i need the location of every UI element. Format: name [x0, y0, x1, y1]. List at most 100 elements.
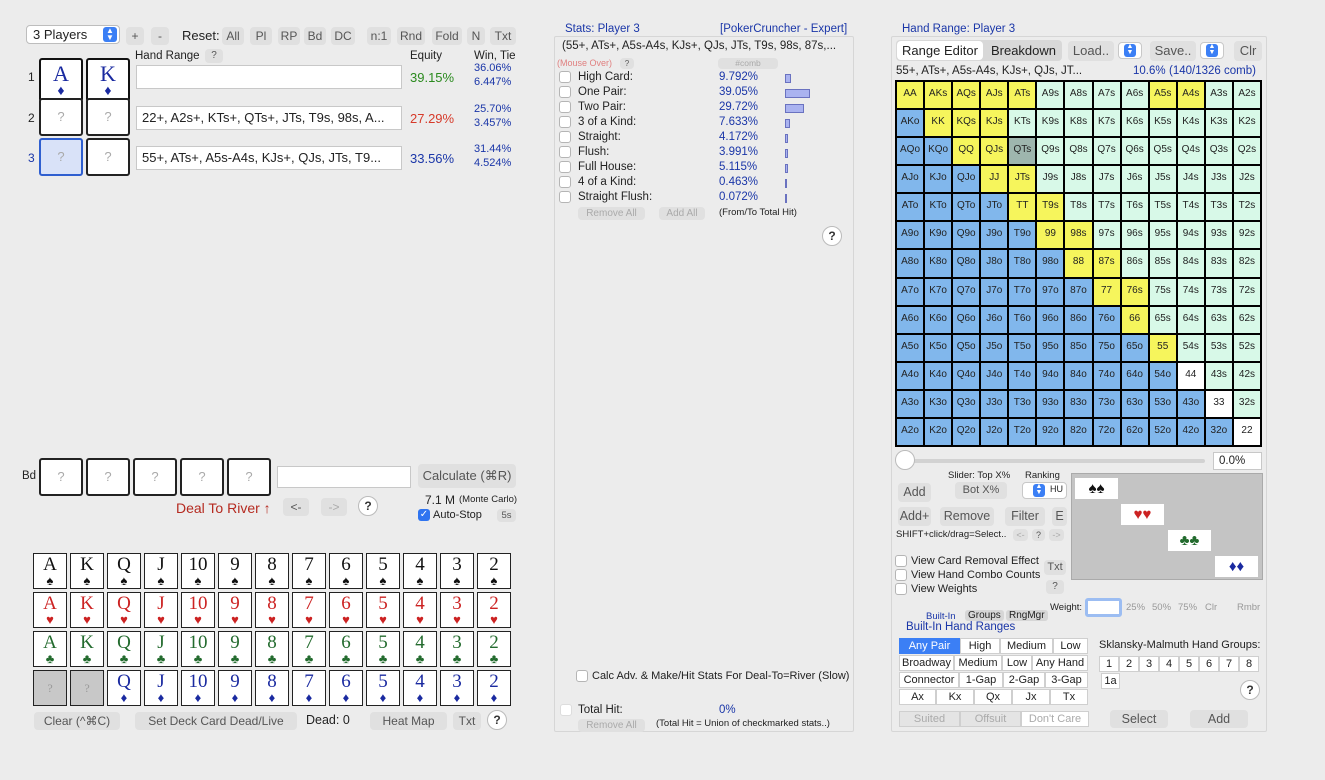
- hand-cell[interactable]: 98s: [1065, 222, 1092, 249]
- hand-cell[interactable]: Q4s: [1177, 138, 1204, 165]
- deck-card[interactable]: 3 ♣: [440, 631, 474, 667]
- set-dead-button[interactable]: Set Deck Card Dead/Live: [135, 712, 297, 730]
- deck-card[interactable]: 8 ♠: [255, 553, 289, 589]
- n1-button[interactable]: n:1: [367, 27, 391, 45]
- hand-cell[interactable]: 97o: [1037, 278, 1064, 305]
- hand-cell[interactable]: T5o: [1009, 334, 1036, 361]
- player-1-card-1[interactable]: A ♦: [39, 58, 83, 102]
- hand-cell[interactable]: K8o: [925, 250, 952, 277]
- hand-cell[interactable]: 55: [1149, 334, 1176, 361]
- hand-cell[interactable]: J9s: [1037, 166, 1064, 193]
- hand-cell[interactable]: 85o: [1065, 334, 1092, 361]
- view-weights-checkbox[interactable]: [895, 583, 907, 595]
- hand-cell[interactable]: 95o: [1037, 334, 1064, 361]
- hand-cell[interactable]: AA: [897, 82, 924, 109]
- hand-cell[interactable]: 65o: [1121, 334, 1148, 361]
- range-1gap-button[interactable]: 1-Gap: [959, 672, 1003, 688]
- bot-pct-button[interactable]: Bot X%: [955, 482, 1007, 499]
- hand-cell[interactable]: J7s: [1093, 166, 1120, 193]
- range-kx-button[interactable]: Kx: [936, 689, 974, 705]
- suit-spades-box[interactable]: ♠♠: [1075, 478, 1118, 499]
- next-street-button[interactable]: ->: [321, 498, 347, 516]
- hand-cell[interactable]: A3s: [1205, 82, 1232, 109]
- deck-card[interactable]: 10 ♣: [181, 631, 215, 667]
- players-select[interactable]: 3 Players ▲ ▼: [26, 25, 120, 44]
- weight-clear[interactable]: Clr: [1205, 602, 1218, 613]
- hand-cell[interactable]: Q5s: [1149, 138, 1176, 165]
- hand-cell[interactable]: 86o: [1065, 306, 1092, 333]
- stat-checkbox[interactable]: [559, 176, 571, 188]
- hand-cell[interactable]: 43o: [1177, 390, 1204, 417]
- hand-cell[interactable]: A7o: [897, 278, 924, 305]
- deck-card[interactable]: 5 ♠: [366, 553, 400, 589]
- hand-cell[interactable]: K2o: [925, 418, 952, 445]
- deck-txt-button[interactable]: Txt: [453, 712, 481, 730]
- hand-cell[interactable]: J5s: [1149, 166, 1176, 193]
- hand-cell[interactable]: 83s: [1205, 250, 1232, 277]
- slider-pct-field[interactable]: 0.0%: [1213, 452, 1262, 470]
- hand-cell[interactable]: 76o: [1093, 306, 1120, 333]
- hand-cell[interactable]: 72o: [1093, 418, 1120, 445]
- reset-dc-button[interactable]: DC: [331, 27, 355, 45]
- deck-card[interactable]: 4 ♠: [403, 553, 437, 589]
- hand-cell[interactable]: 32o: [1205, 418, 1232, 445]
- board-card-5[interactable]: ?: [227, 458, 271, 496]
- hand-cell[interactable]: 92s: [1233, 222, 1260, 249]
- deck-card[interactable]: ?: [70, 670, 104, 706]
- txt-button[interactable]: Txt: [490, 27, 516, 45]
- offsuit-button[interactable]: Offsuit: [960, 711, 1021, 727]
- hand-cell[interactable]: AQo: [897, 138, 924, 165]
- hand-cell[interactable]: A3o: [897, 390, 924, 417]
- deck-card[interactable]: J ♥: [144, 592, 178, 628]
- stats-help-button[interactable]: ?: [822, 226, 842, 246]
- hand-cell[interactable]: K7s: [1093, 110, 1120, 137]
- filter-button[interactable]: Filter: [1005, 507, 1045, 526]
- hand-cell[interactable]: T9s: [1037, 194, 1064, 221]
- hand-cell[interactable]: J2o: [981, 418, 1008, 445]
- deck-card[interactable]: 10 ♠: [181, 553, 215, 589]
- hand-cell[interactable]: T7s: [1093, 194, 1120, 221]
- hand-cell[interactable]: 84s: [1177, 250, 1204, 277]
- hand-range-help-button[interactable]: ?: [205, 49, 223, 63]
- hand-cell[interactable]: Q2o: [953, 418, 980, 445]
- hand-cell[interactable]: 42o: [1177, 418, 1204, 445]
- deck-card[interactable]: Q ♠: [107, 553, 141, 589]
- deck-card[interactable]: 6 ♠: [329, 553, 363, 589]
- board-input[interactable]: [277, 466, 411, 488]
- hand-cell[interactable]: A8s: [1065, 82, 1092, 109]
- remove-player-button[interactable]: -: [151, 27, 169, 45]
- hand-cell[interactable]: A5o: [897, 334, 924, 361]
- hand-cell[interactable]: 99: [1037, 222, 1064, 249]
- hand-cell[interactable]: A7s: [1093, 82, 1120, 109]
- deck-card[interactable]: A ♣: [33, 631, 67, 667]
- hand-cell[interactable]: T8o: [1009, 250, 1036, 277]
- dont-care-button[interactable]: Don't Care: [1021, 711, 1089, 727]
- add-all-stats-button[interactable]: Add All: [659, 207, 705, 220]
- hand-cell[interactable]: 73s: [1205, 278, 1232, 305]
- deck-card[interactable]: 3 ♦: [440, 670, 474, 706]
- group-1a-button[interactable]: 1a: [1101, 673, 1120, 689]
- deck-card[interactable]: 6 ♥: [329, 592, 363, 628]
- hand-cell[interactable]: ATs: [1009, 82, 1036, 109]
- board-help-button[interactable]: ?: [358, 496, 378, 516]
- hand-cell[interactable]: J9o: [981, 222, 1008, 249]
- hand-cell[interactable]: J3o: [981, 390, 1008, 417]
- hand-cell[interactable]: 88: [1065, 250, 1092, 277]
- add-range-button[interactable]: Add: [1190, 710, 1248, 728]
- player-2-card-2[interactable]: ?: [86, 98, 130, 136]
- hand-cell[interactable]: AKs: [925, 82, 952, 109]
- hand-cell[interactable]: 76s: [1121, 278, 1148, 305]
- hand-cell[interactable]: AJo: [897, 166, 924, 193]
- hand-cell[interactable]: JTo: [981, 194, 1008, 221]
- deck-card[interactable]: 2 ♥: [477, 592, 511, 628]
- hint-next-button[interactable]: ->: [1049, 529, 1064, 541]
- hand-cell[interactable]: T3s: [1205, 194, 1232, 221]
- hand-cell[interactable]: 33: [1205, 390, 1232, 417]
- hand-cell[interactable]: 64o: [1121, 362, 1148, 389]
- hand-cell[interactable]: 73o: [1093, 390, 1120, 417]
- deck-card[interactable]: 2 ♦: [477, 670, 511, 706]
- hand-cell[interactable]: 83o: [1065, 390, 1092, 417]
- hand-cell[interactable]: A4o: [897, 362, 924, 389]
- deck-card[interactable]: 3 ♠: [440, 553, 474, 589]
- tab-range-editor[interactable]: Range Editor: [897, 41, 983, 60]
